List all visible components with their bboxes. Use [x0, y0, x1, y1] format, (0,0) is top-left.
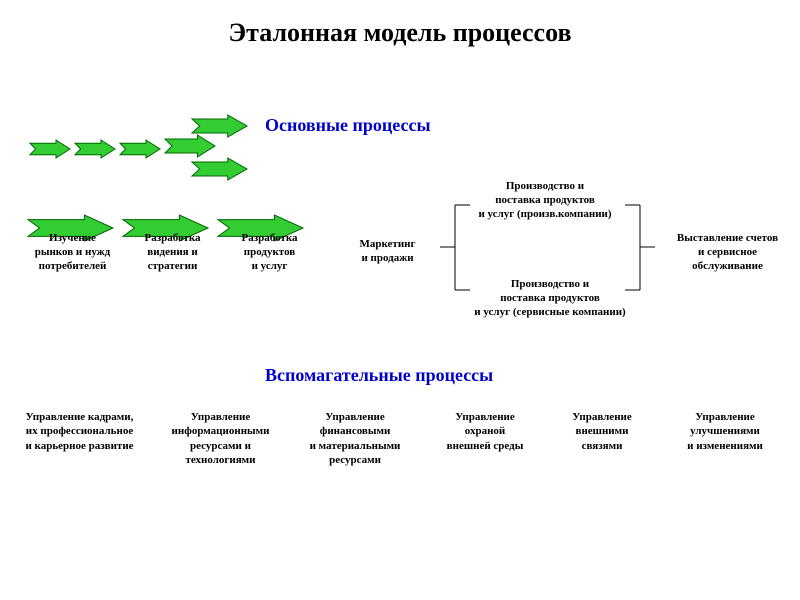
support-processes-heading: Вспомагательные процессы: [265, 365, 493, 386]
support-label-s5: Управление внешними связями: [552, 410, 652, 453]
support-label-s4: Управление охраной внешней среды: [430, 410, 540, 453]
decor-arrow-2: [120, 140, 160, 158]
main-label-m1: Изучение рынков и нужд потребителей: [20, 232, 125, 273]
support-label-s1: Управление кадрами, их профессиональное …: [12, 410, 147, 453]
decor-arrow-4: [192, 115, 247, 137]
main-label-m5: Производство и поставка продуктов и услу…: [450, 180, 640, 221]
decor-arrow-0: [30, 140, 70, 158]
support-label-s2: Управление информационными ресурсами и т…: [158, 410, 283, 467]
main-label-m2: Разработка видения и стратегии: [125, 232, 220, 273]
decor-arrow-1: [75, 140, 115, 158]
decor-arrow-5: [192, 158, 247, 180]
main-label-m3: Разработка продуктов и услуг: [222, 232, 317, 273]
main-label-m4: Маркетинг и продажи: [340, 238, 435, 266]
decor-arrow-3: [165, 135, 215, 157]
support-label-s3: Управление финансовыми и материальными р…: [295, 410, 415, 467]
diagram-svg: [0, 0, 800, 600]
main-label-m7: Выставление счетов и сервисное обслужива…: [660, 232, 795, 273]
support-label-s6: Управление улучшениями и изменениями: [665, 410, 785, 453]
main-label-m6: Производство и поставка продуктов и услу…: [450, 278, 650, 319]
